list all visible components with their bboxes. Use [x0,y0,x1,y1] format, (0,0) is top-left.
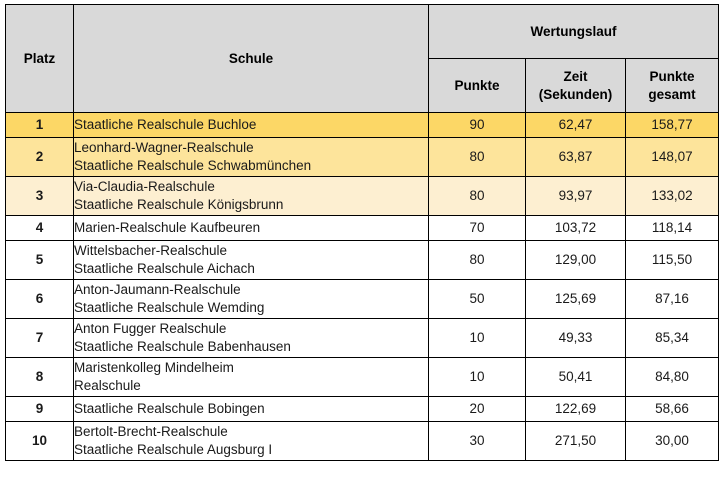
cell-gesamt: 133,02 [624,176,720,216]
cell-punkte: 70 [428,215,526,241]
cell-platz: 10 [5,421,74,461]
ranking-table-container: Platz Schule Wertungslauf Punkte Zeit (S… [5,4,720,461]
column-header-platz: Platz [5,4,74,113]
cell-schule: Marien-Realschule Kaufbeuren [73,215,429,241]
column-group-header-wertungslauf: Wertungslauf [427,4,720,59]
column-header-punkte: Punkte [428,58,526,113]
cell-gesamt: 158,77 [624,112,720,138]
cell-schule: Leonhard-Wagner-Realschule Staatliche Rea… [73,137,429,177]
school-name-line: Marien-Realschule Kaufbeuren [74,220,261,236]
cell-platz: 4 [5,215,74,241]
cell-zeit: 129,00 [525,240,626,280]
cell-gesamt: 148,07 [624,137,720,177]
school-name-line: Anton Fugger Realschule [74,321,227,337]
cell-gesamt: 30,00 [624,421,720,461]
cell-punkte: 50 [428,279,526,319]
cell-gesamt: 58,66 [624,396,720,422]
column-header-zeit: Zeit (Sekunden) [525,58,626,113]
school-name-line: Maristenkolleg Mindelheim [74,360,234,376]
school-name-line: Via-Claudia-Realschule [74,179,215,195]
cell-zeit: 125,69 [525,279,626,319]
cell-platz: 5 [5,240,74,280]
header-row-top: Platz Schule Wertungslauf [5,4,720,113]
school-name-line: Wittelsbacher-Realschule [74,243,228,259]
ranking-table: Platz Schule Wertungslauf Punkte Zeit (S… [5,4,720,461]
cell-schule: Maristenkolleg Mindelheim Realschule [73,357,429,397]
cell-zeit: 271,50 [525,421,626,461]
cell-zeit: 103,72 [525,215,626,241]
table-row: 5 Wittelsbacher-Realschule Staatliche Real… [5,240,720,280]
cell-punkte: 90 [428,112,526,138]
cell-schule: Anton Fugger Realschule Staatliche Realsc… [73,318,429,358]
cell-gesamt: 85,34 [624,318,720,358]
cell-punkte: 30 [428,421,526,461]
table-row: 4 Marien-Realschule Kaufbeuren 70 103,72 118… [5,215,720,241]
table-row: 9 Staatliche Realschule Bobingen 20 122,69 5… [5,396,720,422]
table-row: 3 Via-Claudia-Realschule Staatliche Realsc… [5,176,720,216]
cell-platz: 7 [5,318,74,358]
cell-platz: 6 [5,279,74,319]
table-row: 8 Maristenkolleg Mindelheim Realschule 10 50… [5,357,720,397]
cell-schule: Wittelsbacher-Realschule Staatliche Reals… [73,240,429,280]
table-row: 1 Staatliche Realschule Buchloe 90 62,47 158… [5,112,720,138]
school-name-line: Staatliche Realschule Königsbrunn [74,197,284,212]
table-row: 2 Leonhard-Wagner-Realschule Staatliche Re… [5,137,720,177]
cell-schule: Anton-Jaumann-Realschule Staatliche Reals… [73,279,429,319]
column-header-gesamt-line1: Punkte [649,68,695,84]
cell-zeit: 50,41 [525,357,626,397]
column-header-gesamt-line2: gesamt [648,86,696,102]
cell-zeit: 122,69 [525,396,626,422]
cell-zeit: 49,33 [525,318,626,358]
school-name-line: Staatliche Realschule Aichach [74,261,255,276]
school-name-line: Leonhard-Wagner-Realschule [74,140,254,156]
cell-gesamt: 84,80 [624,357,720,397]
cell-schule: Staatliche Realschule Bobingen [73,396,429,422]
school-name-line: Realschule [74,378,141,393]
table-row: 6 Anton-Jaumann-Realschule Staatliche Real… [5,279,720,319]
column-header-schule: Schule [73,4,429,113]
cell-platz: 3 [5,176,74,216]
cell-schule: Via-Claudia-Realschule Staatliche Realsch… [73,176,429,216]
school-name-line: Staatliche Realschule Buchloe [74,117,257,133]
cell-gesamt: 115,50 [624,240,720,280]
table-body: 1 Staatliche Realschule Buchloe 90 62,47 158… [5,112,720,461]
school-name-line: Staatliche Realschule Babenhausen [74,339,291,354]
school-name-line: Staatliche Realschule Schwabmünchen [74,158,312,173]
school-name-line: Staatliche Realschule Wemding [74,300,265,315]
cell-platz: 1 [5,112,74,138]
column-header-punkte-gesamt: Punkte gesamt [624,58,720,113]
cell-zeit: 62,47 [525,112,626,138]
table-header: Platz Schule Wertungslauf Punkte Zeit (S… [5,4,720,113]
school-name-line: Anton-Jaumann-Realschule [74,282,241,298]
column-header-zeit-line1: Zeit [563,68,588,84]
cell-gesamt: 118,14 [624,215,720,241]
cell-punkte: 20 [428,396,526,422]
table-row: 7 Anton Fugger Realschule Staatliche Reals… [5,318,720,358]
cell-punkte: 10 [428,318,526,358]
cell-punkte: 10 [428,357,526,397]
cell-zeit: 63,87 [525,137,626,177]
cell-punkte: 80 [428,176,526,216]
school-name-line: Staatliche Realschule Augsburg I [74,442,273,457]
cell-punkte: 80 [428,240,526,280]
header-row-sub: Punkte Zeit (Sekunden) Punkte gesamt [6,58,720,113]
cell-platz: 8 [5,357,74,397]
column-header-zeit-line2: (Sekunden) [538,86,613,102]
cell-platz: 2 [5,137,74,177]
cell-zeit: 93,97 [525,176,626,216]
column-header-punkte-label: Punkte [454,77,500,93]
cell-punkte: 80 [428,137,526,177]
school-name-line: Staatliche Realschule Bobingen [74,401,265,417]
cell-gesamt: 87,16 [624,279,720,319]
table-row: 10 Bertolt-Brecht-Realschule Staatliche Re… [5,421,720,461]
school-name-line: Bertolt-Brecht-Realschule [74,424,228,440]
cell-schule: Staatliche Realschule Buchloe [73,112,429,138]
cell-platz: 9 [5,396,74,422]
cell-schule: Bertolt-Brecht-Realschule Staatliche Real… [73,421,429,461]
